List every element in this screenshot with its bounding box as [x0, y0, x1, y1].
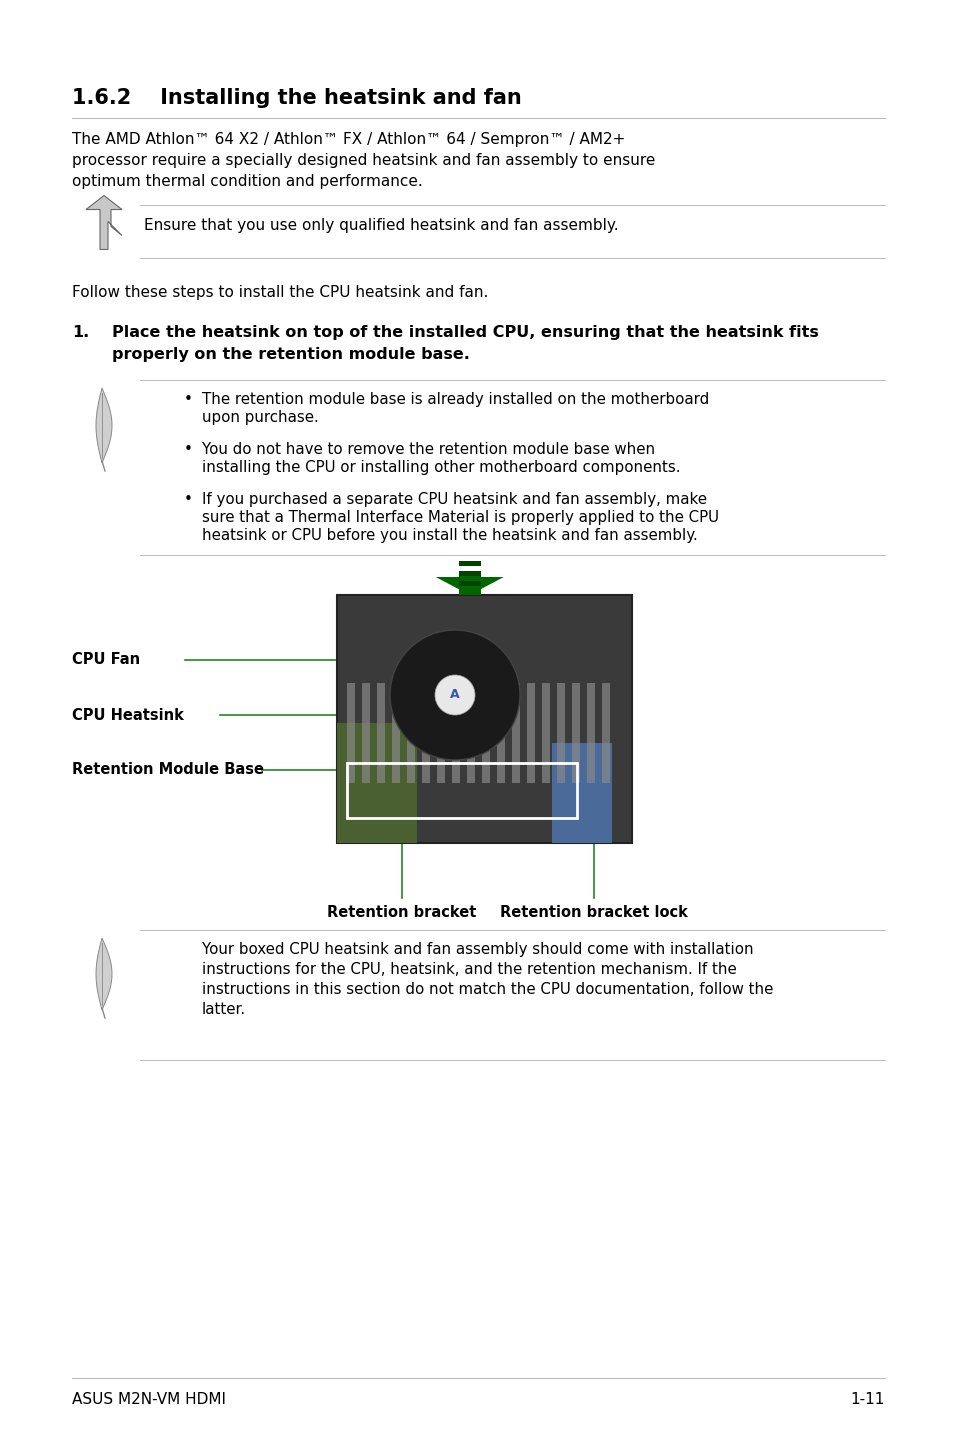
- Text: The AMD Athlon™ 64 X2 / Athlon™ FX / Athlon™ 64 / Sempron™ / AM2+: The AMD Athlon™ 64 X2 / Athlon™ FX / Ath…: [71, 132, 625, 147]
- Text: Ensure that you use only qualified heatsink and fan assembly.: Ensure that you use only qualified heats…: [144, 219, 618, 233]
- Text: 1-11: 1-11: [850, 1392, 884, 1406]
- Bar: [572, 683, 579, 784]
- Text: properly on the retention module base.: properly on the retention module base.: [112, 347, 470, 362]
- Circle shape: [390, 630, 519, 761]
- Polygon shape: [436, 577, 503, 595]
- Bar: [552, 743, 612, 843]
- Bar: [458, 561, 480, 567]
- Text: heatsink or CPU before you install the heatsink and fan assembly.: heatsink or CPU before you install the h…: [202, 528, 697, 544]
- Bar: [376, 683, 385, 784]
- Text: latter.: latter.: [202, 1002, 246, 1017]
- Bar: [497, 683, 504, 784]
- Bar: [586, 683, 595, 784]
- Bar: [336, 723, 416, 843]
- Polygon shape: [86, 196, 122, 250]
- Bar: [601, 683, 609, 784]
- Text: A: A: [450, 689, 459, 702]
- Polygon shape: [96, 388, 112, 463]
- Bar: [392, 683, 399, 784]
- Bar: [458, 575, 480, 595]
- Text: instructions for the CPU, heatsink, and the retention mechanism. If the: instructions for the CPU, heatsink, and …: [202, 962, 736, 976]
- Text: instructions in this section do not match the CPU documentation, follow the: instructions in this section do not matc…: [202, 982, 773, 997]
- Bar: [458, 571, 480, 577]
- Bar: [481, 683, 490, 784]
- Bar: [526, 683, 535, 784]
- Bar: [347, 764, 577, 818]
- Text: sure that a Thermal Interface Material is properly applied to the CPU: sure that a Thermal Interface Material i…: [202, 510, 719, 525]
- Bar: [336, 595, 631, 843]
- Text: Retention Module Base: Retention Module Base: [71, 762, 264, 778]
- Bar: [467, 683, 475, 784]
- Bar: [458, 581, 480, 587]
- Text: Your boxed CPU heatsink and fan assembly should come with installation: Your boxed CPU heatsink and fan assembly…: [202, 942, 753, 958]
- Text: If you purchased a separate CPU heatsink and fan assembly, make: If you purchased a separate CPU heatsink…: [202, 492, 706, 508]
- Text: You do not have to remove the retention module base when: You do not have to remove the retention …: [202, 441, 655, 457]
- Text: Retention bracket: Retention bracket: [327, 905, 476, 920]
- Polygon shape: [96, 938, 112, 1009]
- Text: Retention bracket lock: Retention bracket lock: [499, 905, 687, 920]
- Bar: [407, 683, 415, 784]
- Bar: [557, 683, 564, 784]
- Text: Follow these steps to install the CPU heatsink and fan.: Follow these steps to install the CPU he…: [71, 285, 488, 301]
- Text: •: •: [184, 441, 193, 457]
- Text: upon purchase.: upon purchase.: [202, 410, 318, 426]
- Text: optimum thermal condition and performance.: optimum thermal condition and performanc…: [71, 174, 422, 188]
- Bar: [361, 683, 370, 784]
- Text: 1.6.2    Installing the heatsink and fan: 1.6.2 Installing the heatsink and fan: [71, 88, 521, 108]
- Bar: [421, 683, 430, 784]
- Text: •: •: [184, 492, 193, 508]
- Text: 1.: 1.: [71, 325, 90, 339]
- Text: installing the CPU or installing other motherboard components.: installing the CPU or installing other m…: [202, 460, 679, 475]
- Bar: [452, 683, 459, 784]
- Text: ASUS M2N-VM HDMI: ASUS M2N-VM HDMI: [71, 1392, 226, 1406]
- Text: CPU Heatsink: CPU Heatsink: [71, 707, 184, 722]
- Bar: [541, 683, 550, 784]
- Text: processor require a specially designed heatsink and fan assembly to ensure: processor require a specially designed h…: [71, 152, 655, 168]
- Bar: [512, 683, 519, 784]
- Text: •: •: [184, 393, 193, 407]
- Text: The retention module base is already installed on the motherboard: The retention module base is already ins…: [202, 393, 708, 407]
- Circle shape: [435, 674, 475, 715]
- Bar: [347, 683, 355, 784]
- Text: Place the heatsink on top of the installed CPU, ensuring that the heatsink fits: Place the heatsink on top of the install…: [112, 325, 818, 339]
- Bar: [436, 683, 444, 784]
- Text: CPU Fan: CPU Fan: [71, 653, 140, 667]
